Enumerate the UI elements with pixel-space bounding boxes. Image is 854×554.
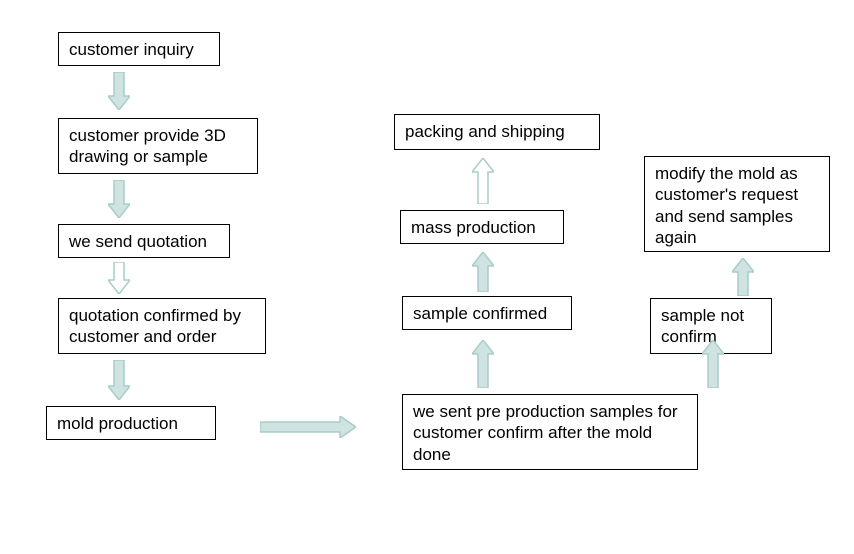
- node-send-quotation: we send quotation: [58, 224, 230, 258]
- node-sample-confirmed: sample confirmed: [402, 296, 572, 330]
- arrow-up-icon: [732, 258, 754, 296]
- arrow-down-icon: [108, 360, 130, 400]
- node-customer-inquiry: customer inquiry: [58, 32, 220, 66]
- node-packing-shipping: packing and shipping: [394, 114, 600, 150]
- node-label: we send quotation: [69, 231, 207, 252]
- node-quotation-confirmed: quotation confirmed by customer and orde…: [58, 298, 266, 354]
- arrow-up-icon: [702, 340, 724, 388]
- node-modify-mold: modify the mold as customer's request an…: [644, 156, 830, 252]
- node-label: we sent pre production samples for custo…: [413, 401, 687, 465]
- node-label: customer provide 3D drawing or sample: [69, 125, 247, 168]
- arrow-down-icon: [108, 262, 130, 294]
- node-provide-3d: customer provide 3D drawing or sample: [58, 118, 258, 174]
- node-label: packing and shipping: [405, 121, 565, 142]
- arrow-down-icon: [108, 180, 130, 218]
- node-label: quotation confirmed by customer and orde…: [69, 305, 255, 348]
- arrow-right-icon: [260, 416, 356, 438]
- node-mold-production: mold production: [46, 406, 216, 440]
- arrow-down-icon: [108, 72, 130, 110]
- arrow-up-icon: [472, 340, 494, 388]
- node-label: mold production: [57, 413, 178, 434]
- node-preproduction-samples: we sent pre production samples for custo…: [402, 394, 698, 470]
- node-label: modify the mold as customer's request an…: [655, 163, 819, 248]
- node-label: mass production: [411, 217, 536, 238]
- node-label: sample confirmed: [413, 303, 547, 324]
- node-label: customer inquiry: [69, 39, 194, 60]
- arrow-up-icon: [472, 252, 494, 292]
- arrow-up-icon: [472, 158, 494, 204]
- node-mass-production: mass production: [400, 210, 564, 244]
